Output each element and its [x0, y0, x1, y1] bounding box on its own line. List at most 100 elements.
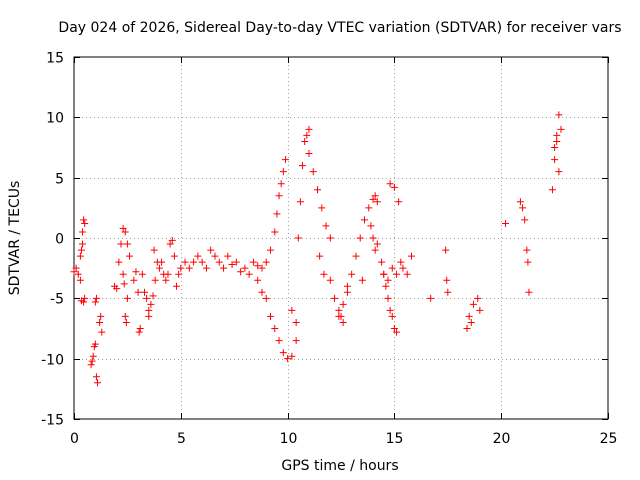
data-point [130, 276, 138, 284]
data-point [273, 210, 281, 218]
data-point [91, 340, 99, 348]
data-point [119, 224, 127, 232]
data-point [284, 355, 292, 363]
data-point [360, 216, 368, 224]
data-point [120, 280, 128, 288]
data-point [395, 198, 403, 206]
data-point [140, 288, 148, 296]
data-point [267, 246, 275, 254]
data-point [126, 252, 134, 260]
data-point [145, 312, 153, 320]
data-point [81, 294, 89, 302]
data-point [170, 252, 178, 260]
data-point [92, 373, 100, 381]
data-point [292, 337, 300, 345]
data-point [241, 264, 249, 272]
data-point [138, 270, 146, 278]
data-point [384, 276, 392, 284]
data-point [322, 222, 330, 230]
x-tick-label: 10 [280, 431, 298, 447]
data-point [299, 162, 307, 170]
data-point [339, 300, 347, 308]
data-point [215, 258, 223, 266]
data-point [442, 246, 450, 254]
data-point [465, 312, 473, 320]
data-point [207, 246, 215, 254]
data-point [343, 282, 351, 290]
x-tick-label: 25 [600, 431, 618, 447]
data-point [388, 264, 396, 272]
data-point [393, 328, 401, 336]
data-point [467, 318, 475, 326]
data-point [339, 318, 347, 326]
data-point [96, 318, 104, 326]
data-point [262, 258, 270, 266]
data-point [388, 312, 396, 320]
data-point [81, 220, 89, 228]
data-point [358, 276, 366, 284]
data-point [80, 298, 88, 306]
y-axis-label: SDTVAR / TECUs [7, 181, 23, 296]
data-point [190, 258, 198, 266]
data-point [119, 270, 127, 278]
data-point [277, 180, 285, 188]
data-point [121, 312, 129, 320]
data-point [555, 111, 563, 119]
grid-layer [74, 57, 608, 419]
data-point [555, 168, 563, 176]
data-point [173, 282, 181, 290]
data-point [373, 240, 381, 248]
data-point [519, 204, 527, 212]
data-point [301, 137, 309, 145]
data-point [367, 222, 375, 230]
data-point [331, 294, 339, 302]
data-point [318, 204, 326, 212]
data-point [320, 270, 328, 278]
data-point [516, 198, 524, 206]
data-point [390, 325, 398, 332]
data-point [288, 306, 296, 314]
data-point [134, 288, 142, 296]
data-point [211, 252, 219, 260]
data-point [145, 306, 153, 314]
data-point [166, 240, 174, 248]
data-point [150, 246, 158, 254]
data-point [369, 234, 377, 242]
data-point [72, 264, 80, 272]
y-tick-label: 0 [55, 232, 64, 248]
data-point [232, 258, 240, 266]
data-point [132, 268, 140, 276]
data-point [135, 328, 143, 336]
data-point [91, 298, 99, 306]
data-point [79, 240, 87, 248]
data-point [275, 192, 283, 200]
data-point [185, 264, 193, 272]
data-point [70, 268, 78, 276]
data-point [143, 294, 151, 302]
data-point [501, 220, 509, 228]
data-point [384, 294, 392, 302]
data-point [444, 288, 452, 296]
data-point [155, 264, 163, 272]
data-point [316, 252, 324, 260]
data-point [463, 325, 471, 332]
data-point [198, 258, 206, 266]
data-point [92, 294, 100, 302]
data-point [97, 312, 105, 320]
data-point [151, 276, 159, 284]
data-point [335, 306, 343, 314]
data-point [202, 264, 210, 272]
y-tick-label: -10 [41, 353, 64, 369]
data-point [548, 186, 556, 194]
data-point [551, 156, 559, 164]
data-point [365, 204, 373, 212]
data-point [469, 300, 477, 308]
data-point [326, 276, 334, 284]
data-point [149, 292, 157, 300]
data-point [553, 137, 561, 145]
data-point [476, 306, 484, 314]
data-point [407, 252, 415, 260]
data-point [275, 337, 283, 345]
data-point [162, 276, 170, 284]
data-point [77, 246, 85, 254]
